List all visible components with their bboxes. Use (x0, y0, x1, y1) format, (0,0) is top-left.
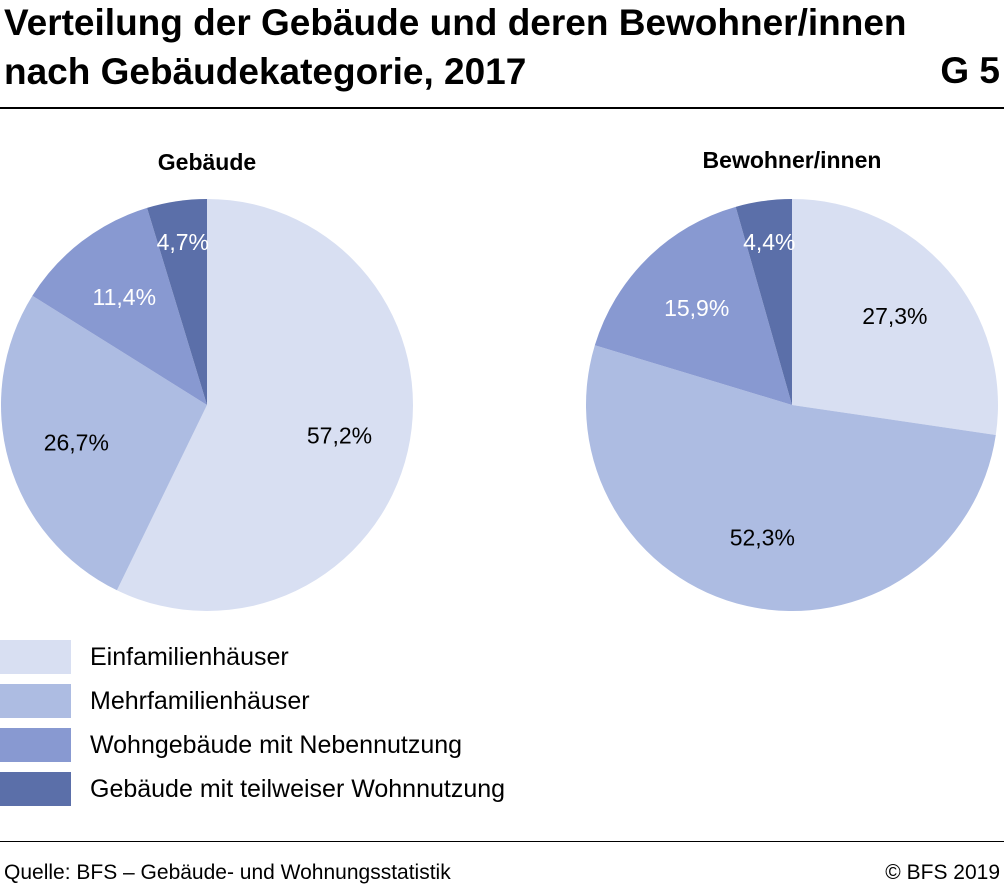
pie-slice-wohngebaeude-nebennutzung (594, 206, 792, 405)
pie-value-label: 4,7% (157, 229, 209, 255)
pie-value-label: 15,9% (664, 295, 729, 321)
pie-charts: Gebäude 57,2% 26,7% 11,4% 4,7% Bewohner/innen… (0, 147, 998, 612)
pie-value-label: 57,2% (307, 423, 372, 449)
pie-value-label: 11,4% (93, 284, 157, 310)
pie-chart-2: Bewohner/innen 27,3% 52,3% 15,9% 4,4% (585, 147, 998, 612)
pie-title: Bewohner/innen (703, 147, 882, 173)
legend-item-teilweise-wohnnutzung: Gebäude mit teilweiser Wohnnutzung (0, 772, 600, 806)
legend-swatch (0, 772, 71, 806)
legend-item-mehrfamilienhaeuser: Mehrfamilienhäuser (0, 684, 600, 718)
chart-title: Verteilung der Gebäude und deren Bewohne… (4, 2, 907, 92)
pie-value-label: 26,7% (44, 430, 109, 456)
legend-label: Gebäude mit teilweiser Wohnnutzung (90, 775, 506, 803)
pie-slice-teilweise-wohnnutzung (735, 199, 792, 405)
pie-slice-einfamilienhaeuser (792, 199, 998, 436)
legend-item-wohngebaeude-nebennutzung: Wohngebäude mit Nebennutzung (0, 728, 600, 762)
pie-slice-mehrfamilienhaeuser (0, 295, 207, 591)
pie-slice-teilweise-wohnnutzung (147, 199, 207, 405)
pie-chart-1: Gebäude 57,2% 26,7% 11,4% 4,7% (0, 149, 413, 611)
pie-slice-einfamilienhaeuser (116, 199, 413, 611)
bottom-divider (0, 841, 1004, 842)
legend-swatch (0, 640, 71, 674)
pie-value-label: 52,3% (730, 525, 795, 551)
pie-value-label: 27,3% (862, 303, 927, 329)
pie-title: Gebäude (158, 149, 256, 175)
source-note: Quelle: BFS – Gebäude- und Wohnungsstati… (4, 861, 451, 884)
legend-label: Mehrfamilienhäuser (90, 687, 310, 715)
pie-slice-mehrfamilienhaeuser (585, 345, 996, 612)
legend-label: Wohngebäude mit Nebennutzung (90, 731, 463, 759)
legend-item-einfamilienhaeuser: Einfamilienhäuser (0, 640, 600, 674)
legend-swatch (0, 728, 71, 762)
legend-swatch (0, 684, 71, 718)
legend-label: Einfamilienhäuser (90, 643, 289, 671)
figure-number: G 5 (940, 50, 1000, 91)
copyright: © BFS 2019 (885, 861, 1000, 884)
pie-slice-wohngebaeude-nebennutzung (32, 207, 207, 405)
pie-value-label: 4,4% (743, 229, 795, 255)
top-divider (0, 107, 1004, 109)
